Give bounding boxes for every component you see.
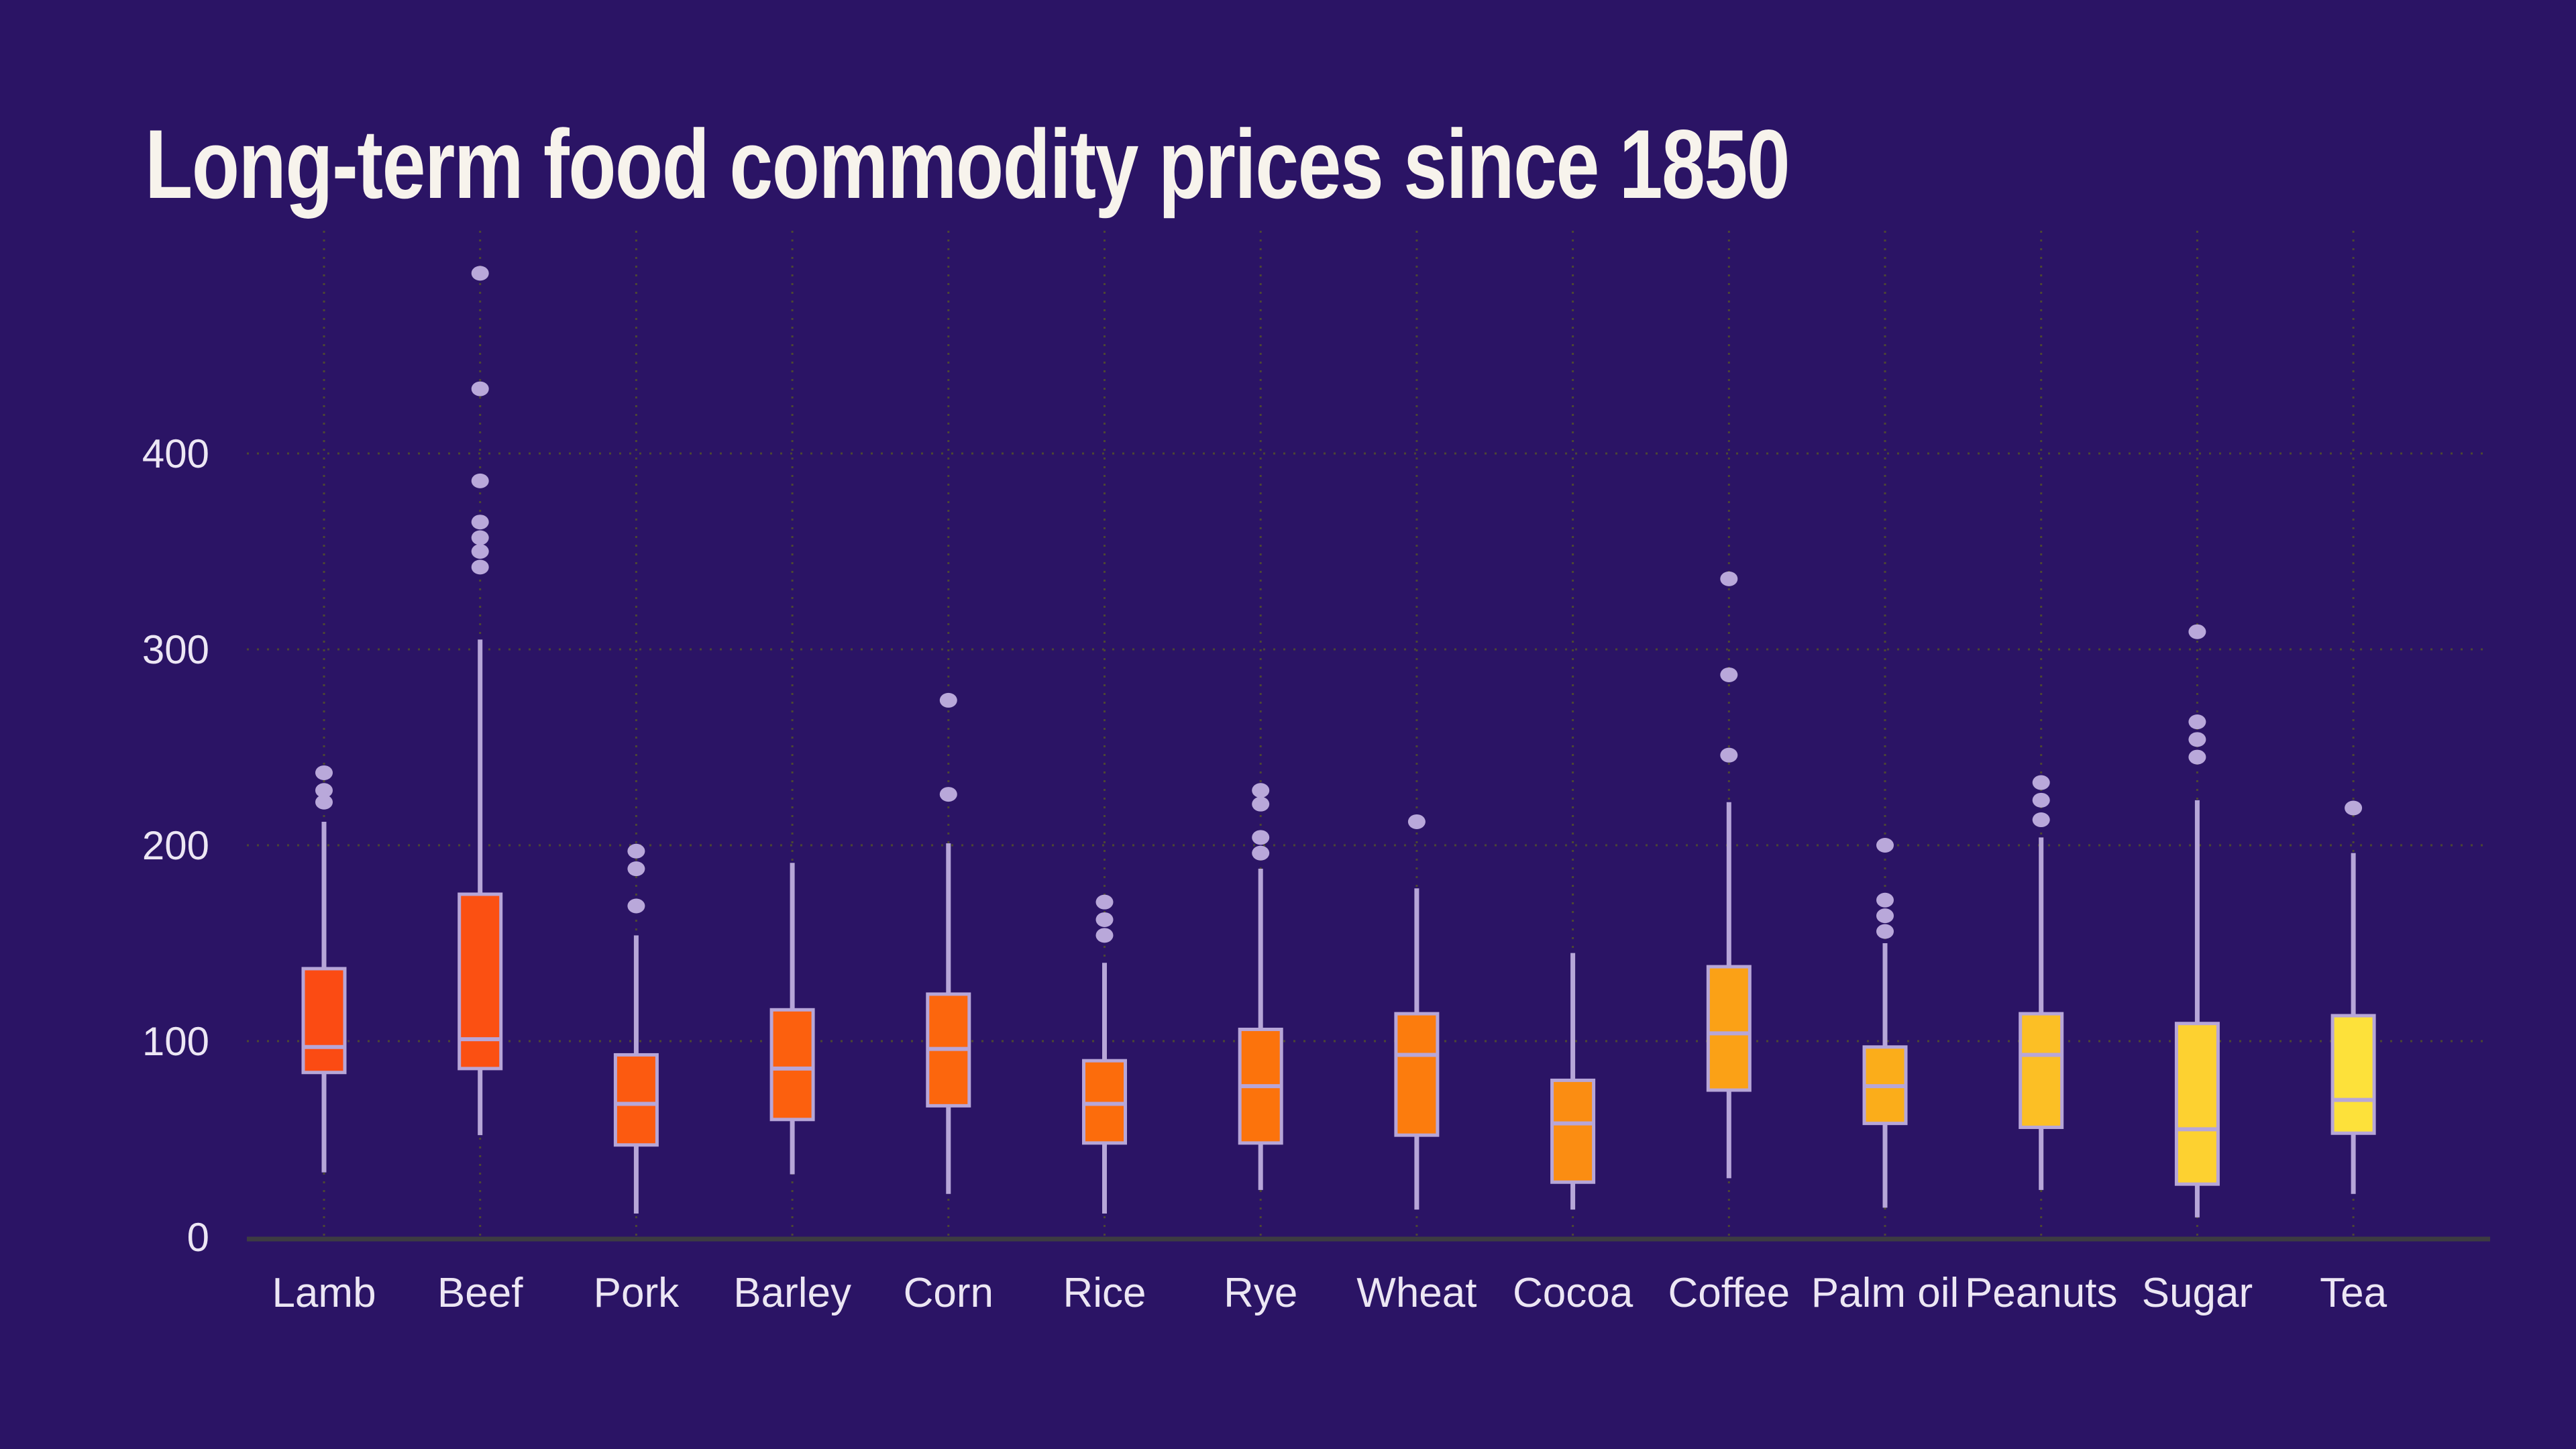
box-peanuts — [2019, 1012, 2064, 1129]
outlier-coffee-2 — [1720, 667, 1738, 682]
outlier-beef-7 — [471, 559, 489, 575]
outlier-coffee-3 — [1720, 747, 1738, 763]
outlier-rye-3 — [1252, 830, 1270, 845]
y-tick-label-100: 100 — [142, 1019, 209, 1064]
x-label-palm-oil: Palm oil — [1811, 1270, 1960, 1316]
outlier-sugar-3 — [2188, 732, 2206, 747]
x-label-beef: Beef — [437, 1270, 523, 1316]
box-wheat — [1394, 1012, 1440, 1137]
x-label-wheat: Wheat — [1356, 1270, 1477, 1316]
outlier-beef-1 — [471, 266, 489, 281]
outlier-palm-oil-3 — [1876, 908, 1894, 924]
outlier-sugar-2 — [2188, 714, 2206, 730]
outlier-sugar-4 — [2188, 749, 2206, 765]
y-tick-label-200: 200 — [142, 823, 209, 868]
outlier-beef-4 — [471, 515, 489, 530]
x-label-coffee: Coffee — [1668, 1270, 1790, 1316]
outlier-pork-1 — [627, 843, 645, 859]
box-cocoa — [1550, 1078, 1596, 1184]
x-label-barley: Barley — [733, 1270, 851, 1316]
outlier-palm-oil-2 — [1876, 892, 1894, 908]
box-sugar — [2174, 1022, 2220, 1186]
x-label-tea: Tea — [2320, 1270, 2387, 1316]
outlier-peanuts-2 — [2032, 792, 2050, 808]
outlier-beef-3 — [471, 473, 489, 488]
outlier-corn-1 — [939, 692, 957, 708]
outlier-wheat-1 — [1407, 814, 1426, 829]
box-tea — [2330, 1014, 2376, 1135]
outlier-coffee-1 — [1720, 571, 1738, 586]
x-label-lamb: Lamb — [272, 1270, 376, 1316]
outlier-corn-2 — [939, 787, 957, 802]
outlier-lamb-1 — [315, 765, 333, 780]
outlier-rye-1 — [1252, 783, 1270, 798]
x-label-rice: Rice — [1063, 1270, 1146, 1316]
box-pork — [613, 1053, 659, 1147]
outlier-palm-oil-1 — [1876, 838, 1894, 853]
box-barley — [769, 1008, 815, 1122]
outlier-rye-2 — [1252, 796, 1270, 812]
outlier-tea-1 — [2345, 800, 2363, 816]
y-tick-label-400: 400 — [142, 431, 209, 476]
chart-title: Long-term food commodity prices since 18… — [145, 109, 1790, 219]
y-tick-label-0: 0 — [187, 1215, 209, 1260]
outlier-beef-6 — [471, 544, 489, 559]
outlier-rye-4 — [1252, 845, 1270, 861]
x-label-rye: Rye — [1224, 1270, 1297, 1316]
x-label-cocoa: Cocoa — [1513, 1270, 1633, 1316]
outlier-peanuts-3 — [2032, 812, 2050, 828]
box-coffee — [1706, 965, 1752, 1092]
box-beef — [458, 892, 503, 1071]
x-label-pork: Pork — [594, 1270, 680, 1316]
outlier-peanuts-1 — [2032, 775, 2050, 790]
x-label-corn: Corn — [904, 1270, 994, 1316]
outlier-beef-2 — [471, 381, 489, 396]
x-label-sugar: Sugar — [2142, 1270, 2253, 1316]
outlier-palm-oil-4 — [1876, 924, 1894, 939]
outlier-pork-2 — [627, 861, 645, 877]
x-label-peanuts: Peanuts — [1965, 1270, 2118, 1316]
outlier-rice-2 — [1095, 912, 1114, 927]
outlier-lamb-2 — [315, 783, 333, 798]
outlier-sugar-1 — [2188, 624, 2206, 639]
y-tick-label-300: 300 — [142, 627, 209, 672]
outlier-lamb-3 — [315, 794, 333, 810]
outlier-pork-3 — [627, 898, 645, 914]
box-lamb — [301, 967, 347, 1075]
outlier-rice-1 — [1095, 894, 1114, 910]
outlier-beef-5 — [471, 530, 489, 545]
outlier-rice-3 — [1095, 928, 1114, 943]
